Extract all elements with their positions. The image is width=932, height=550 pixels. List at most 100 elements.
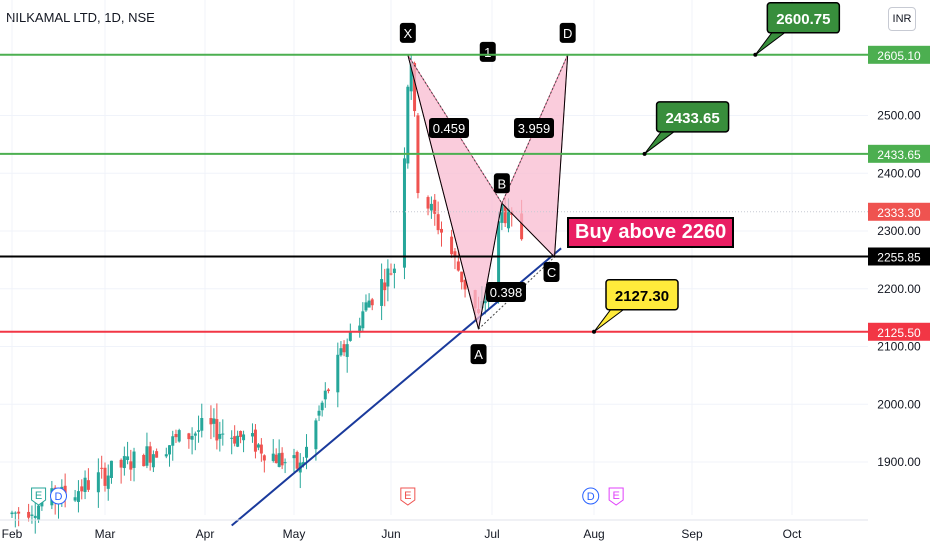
candle-body xyxy=(406,86,410,164)
candle-body xyxy=(280,452,284,466)
candle-body xyxy=(386,268,390,287)
pattern-point-a: A xyxy=(474,347,483,362)
candle-body xyxy=(277,453,281,467)
candle-body xyxy=(129,461,133,470)
y-tick-label: 2500.00 xyxy=(877,109,921,123)
pattern-point-c: C xyxy=(547,265,556,280)
candle-body xyxy=(520,213,524,240)
candle-body xyxy=(339,348,343,356)
candle-body xyxy=(187,433,191,440)
candle-body xyxy=(193,433,197,436)
candle-body xyxy=(429,203,433,211)
pattern-ratio: 0.459 xyxy=(433,121,466,136)
pattern-point-d-box xyxy=(559,22,576,43)
candle-body xyxy=(142,454,146,467)
level-price-tag xyxy=(868,45,930,64)
pattern-ratio-box xyxy=(429,118,469,138)
candle-body xyxy=(106,475,110,489)
candle-body xyxy=(190,435,194,440)
pattern-marker-1-box xyxy=(479,41,496,62)
callout-box xyxy=(655,101,730,133)
pattern-point-x: X xyxy=(403,26,412,41)
callout-arrow xyxy=(593,307,628,333)
earnings-marker xyxy=(400,487,416,506)
x-tick-label: Aug xyxy=(583,527,604,541)
candle-body xyxy=(76,491,80,502)
pattern-point-x-box xyxy=(399,22,416,43)
candle-body xyxy=(348,332,352,341)
earnings-marker-label: E xyxy=(35,490,42,502)
pattern-point-a-box xyxy=(470,344,487,365)
level-price-tag xyxy=(868,144,930,163)
candle-body xyxy=(402,158,406,268)
candle-body xyxy=(37,505,41,520)
candle-body xyxy=(426,197,430,209)
level-price-label: 2433.65 xyxy=(877,148,921,162)
pattern-leg xyxy=(478,203,503,330)
candle-body xyxy=(301,462,305,465)
x-tick-label: Oct xyxy=(783,527,802,541)
candle-body xyxy=(392,268,396,274)
candle-body xyxy=(450,236,454,255)
buy-callout: Buy above 2260 xyxy=(567,217,735,248)
candle-body xyxy=(96,472,100,493)
candle-body xyxy=(151,454,155,468)
x-tick-label: Sep xyxy=(681,527,703,541)
earnings-marker-label: E xyxy=(612,490,619,502)
y-tick-label: 2100.00 xyxy=(877,340,921,354)
level-price-label: 2333.30 xyxy=(877,206,921,220)
y-tick-label: 2300.00 xyxy=(877,224,921,238)
candle-body xyxy=(164,454,168,457)
dividend-marker-label: D xyxy=(55,491,63,503)
x-tick-label: May xyxy=(283,527,306,541)
candle-body xyxy=(215,419,219,441)
candle-body xyxy=(155,451,159,458)
candle-body xyxy=(440,228,443,233)
x-tick-label: Jun xyxy=(381,527,400,541)
candle-body xyxy=(126,456,130,460)
candle-body xyxy=(253,429,257,452)
pattern-leg xyxy=(407,54,480,330)
candle-body xyxy=(30,514,34,516)
candle-body xyxy=(209,418,213,425)
candle-body xyxy=(119,459,123,468)
level-price-tag xyxy=(868,322,930,341)
candle-body xyxy=(33,515,37,518)
candle-body xyxy=(389,273,393,275)
candle-body xyxy=(500,204,504,223)
candle-body xyxy=(27,511,31,518)
pattern-ratio-box xyxy=(486,282,526,302)
candle-body xyxy=(283,462,287,464)
candle-body xyxy=(230,437,234,439)
pattern-point-b: B xyxy=(498,176,507,191)
candle-body xyxy=(197,430,201,432)
candle-body xyxy=(13,512,17,514)
callout-point xyxy=(592,329,596,334)
dividend-marker xyxy=(50,487,67,505)
candle-body xyxy=(10,512,14,515)
candle-body xyxy=(145,446,149,466)
candle-body xyxy=(370,299,374,306)
candle-body xyxy=(168,445,172,455)
callout-point xyxy=(642,151,647,156)
pattern-leg xyxy=(554,54,569,258)
pattern-ratio: 3.959 xyxy=(518,121,551,136)
candle-body xyxy=(380,279,384,306)
candle-body xyxy=(250,433,254,437)
candle-body xyxy=(200,418,204,431)
callout-arrow xyxy=(754,30,789,56)
dividend-marker xyxy=(582,487,600,505)
candle-body xyxy=(236,435,240,447)
earnings-marker-label: E xyxy=(404,490,411,502)
x-tick-label: Apr xyxy=(196,527,215,541)
candle-body xyxy=(109,460,113,478)
x-tick-label: Feb xyxy=(2,527,23,541)
candle-body xyxy=(453,251,457,258)
currency-button[interactable]: INR xyxy=(888,7,916,31)
dividend-marker-label: D xyxy=(587,491,595,503)
level-price-tag xyxy=(868,247,930,266)
candle-body xyxy=(73,497,77,501)
pattern-point-b-box xyxy=(493,173,510,194)
candle-body xyxy=(436,214,440,231)
